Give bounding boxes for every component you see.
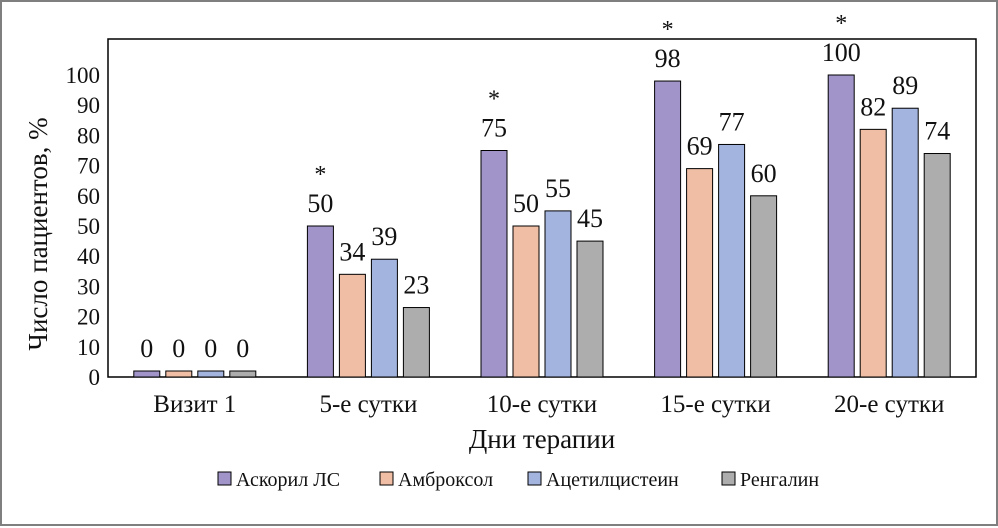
data-label: 74	[924, 117, 950, 146]
bar	[891, 107, 919, 378]
legend-label: Аскорил ЛС	[236, 469, 340, 491]
legend-item: Аскорил ЛС	[217, 469, 340, 491]
data-label: 50	[513, 189, 539, 218]
legend-swatch	[527, 471, 542, 486]
data-label: 55	[545, 174, 571, 203]
bar	[306, 225, 334, 378]
bar	[718, 143, 746, 378]
y-axis-title: Число пациентов, %	[23, 117, 53, 350]
bar	[859, 128, 887, 378]
data-label: 0	[236, 334, 249, 363]
bar	[197, 370, 225, 378]
legend-label: Амброксол	[398, 469, 493, 491]
y-tick-label: 10	[77, 335, 100, 360]
data-label: 23	[403, 271, 429, 300]
y-tick-labels: 0 10 20 30 40 50 60 70 80 90 100	[66, 63, 101, 390]
x-tick-label: 20-е сутки	[834, 391, 944, 418]
x-tick-label: 10-е сутки	[487, 391, 597, 418]
significance-marker: *	[835, 11, 847, 37]
data-label: 0	[204, 334, 217, 363]
bar	[686, 168, 714, 378]
data-label: 77	[719, 107, 745, 136]
legend-swatch	[721, 471, 736, 486]
data-label: 0	[140, 334, 153, 363]
bar	[576, 240, 604, 378]
data-label: 69	[687, 132, 713, 161]
y-tick-label: 90	[77, 93, 100, 118]
data-label: 75	[481, 114, 507, 143]
data-label: 45	[577, 204, 603, 233]
bars-layer	[133, 74, 951, 378]
y-tick-label: 20	[77, 305, 100, 330]
x-tick-label: Визит 1	[153, 391, 236, 418]
data-label: 82	[860, 92, 886, 121]
bar	[229, 370, 257, 378]
y-tick-label: 40	[77, 244, 100, 269]
bar	[512, 225, 540, 378]
y-tick-label: 60	[77, 184, 100, 209]
data-label: 50	[307, 189, 333, 218]
y-tick-label: 30	[77, 274, 100, 299]
legend-item: Ацетилцистеин	[527, 469, 679, 491]
x-tick-label: 5-е сутки	[319, 391, 417, 418]
legend-swatch	[217, 471, 232, 486]
legend-label: Ренгалин	[740, 469, 819, 491]
bar	[480, 150, 508, 378]
x-tick-labels: Визит 1 5-е сутки 10-е сутки 15-е сутки 20-е…	[153, 391, 944, 418]
y-tick-label: 0	[89, 365, 101, 390]
y-tick-label: 50	[77, 214, 100, 239]
bar	[133, 370, 161, 378]
bar	[750, 195, 778, 378]
data-label: 0	[172, 334, 185, 363]
legend-swatch	[379, 471, 394, 486]
significance-marker: *	[488, 87, 500, 113]
data-label: 60	[751, 159, 777, 188]
plot-area	[107, 38, 977, 378]
legend: Аскорил ЛС Амброксол Ацетилцистеин Ренгалин	[217, 469, 819, 491]
bar	[544, 210, 572, 378]
legend-item: Амброксол	[379, 469, 493, 491]
data-label: 100	[822, 38, 861, 67]
data-label: 89	[892, 71, 918, 100]
bar	[923, 153, 951, 378]
bar	[654, 80, 682, 378]
bar	[402, 307, 430, 378]
significance-marker: *	[314, 162, 326, 188]
data-label: 34	[339, 237, 365, 266]
legend-label: Ацетилцистеин	[546, 469, 679, 491]
bar	[338, 273, 366, 378]
y-tick-label: 70	[77, 154, 100, 179]
y-tick-label: 80	[77, 123, 100, 148]
data-label: 98	[655, 44, 681, 73]
data-label: 39	[371, 222, 397, 251]
x-axis-title: Дни терапии	[469, 424, 615, 454]
bar	[165, 370, 193, 378]
significance-marker: *	[662, 17, 674, 43]
bar	[370, 258, 398, 378]
legend-item: Ренгалин	[721, 469, 819, 491]
x-tick-label: 15-е сутки	[660, 391, 770, 418]
data-labels: 0 0 0 050*34392375*50554598*697760100*82897…	[140, 11, 950, 363]
y-tick-label: 100	[66, 63, 101, 88]
bar	[827, 74, 855, 378]
